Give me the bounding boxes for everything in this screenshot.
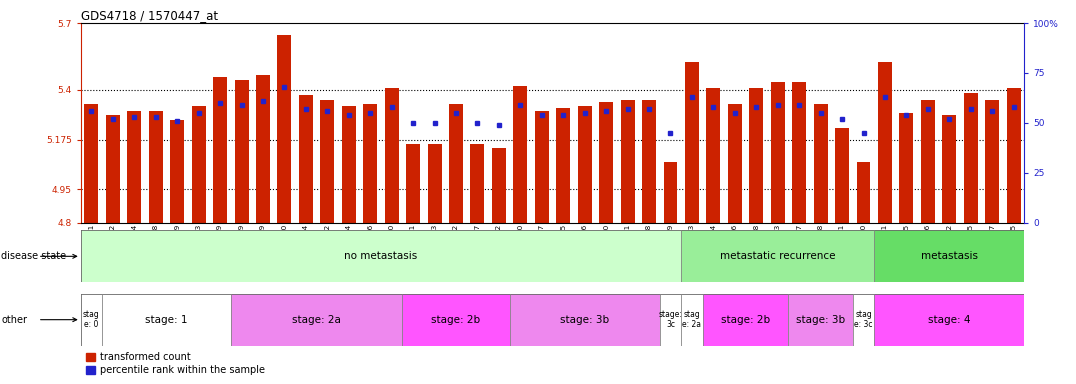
Text: metastasis: metastasis (921, 251, 978, 262)
Bar (642, 99, 656, 223)
Bar (510, 294, 660, 346)
Bar (192, 106, 206, 223)
Bar (986, 99, 1000, 223)
Bar (921, 99, 935, 223)
Bar (681, 294, 703, 346)
Text: other: other (1, 314, 27, 325)
Bar (856, 162, 870, 223)
Bar (681, 230, 874, 282)
Bar (703, 294, 789, 346)
Bar (900, 113, 914, 223)
Bar (364, 104, 378, 223)
Bar (707, 88, 720, 223)
Bar (342, 106, 356, 223)
Bar (427, 144, 441, 223)
Text: stage: 4: stage: 4 (928, 314, 971, 325)
Bar (664, 162, 678, 223)
Bar (170, 119, 184, 223)
Text: stag
e: 3c: stag e: 3c (854, 310, 873, 329)
Bar (81, 230, 681, 282)
Legend: transformed count, percentile rank within the sample: transformed count, percentile rank withi… (86, 353, 265, 375)
Bar (835, 128, 849, 223)
Bar (81, 294, 102, 346)
Bar (402, 294, 510, 346)
Text: GDS4718 / 1570447_at: GDS4718 / 1570447_at (81, 9, 217, 22)
Text: stag
e: 0: stag e: 0 (83, 310, 100, 329)
Bar (449, 104, 463, 223)
Bar (105, 115, 119, 223)
Bar (231, 294, 402, 346)
Bar (213, 78, 227, 223)
Bar (492, 148, 506, 223)
Bar (789, 294, 853, 346)
Bar (578, 106, 592, 223)
Bar (535, 111, 549, 223)
Bar (599, 102, 613, 223)
Bar (513, 86, 527, 223)
Bar (964, 93, 978, 223)
Bar (621, 99, 635, 223)
Bar (102, 294, 231, 346)
Bar (685, 62, 699, 223)
Bar (878, 62, 892, 223)
Bar (406, 144, 420, 223)
Bar (470, 144, 484, 223)
Text: no metastasis: no metastasis (344, 251, 417, 262)
Bar (770, 82, 784, 223)
Text: stag
e: 2a: stag e: 2a (682, 310, 702, 329)
Bar (556, 108, 570, 223)
Text: stage: 3b: stage: 3b (561, 314, 609, 325)
Text: stage: 1: stage: 1 (145, 314, 187, 325)
Text: stage: 2b: stage: 2b (431, 314, 481, 325)
Text: stage:
3c: stage: 3c (659, 310, 682, 329)
Bar (749, 88, 763, 223)
Bar (813, 104, 827, 223)
Bar (853, 294, 874, 346)
Bar (256, 75, 270, 223)
Bar (874, 230, 1024, 282)
Bar (727, 104, 741, 223)
Text: stage: 3b: stage: 3b (796, 314, 845, 325)
Text: stage: 2a: stage: 2a (293, 314, 341, 325)
Bar (943, 115, 957, 223)
Bar (321, 99, 335, 223)
Bar (127, 111, 141, 223)
Bar (1007, 88, 1021, 223)
Bar (278, 35, 292, 223)
Bar (874, 294, 1024, 346)
Bar (660, 294, 681, 346)
Text: metastatic recurrence: metastatic recurrence (720, 251, 835, 262)
Bar (235, 79, 249, 223)
Bar (299, 95, 313, 223)
Bar (792, 82, 806, 223)
Bar (84, 104, 98, 223)
Bar (148, 111, 162, 223)
Text: stage: 2b: stage: 2b (721, 314, 770, 325)
Bar (385, 88, 398, 223)
Text: disease state: disease state (1, 251, 67, 262)
